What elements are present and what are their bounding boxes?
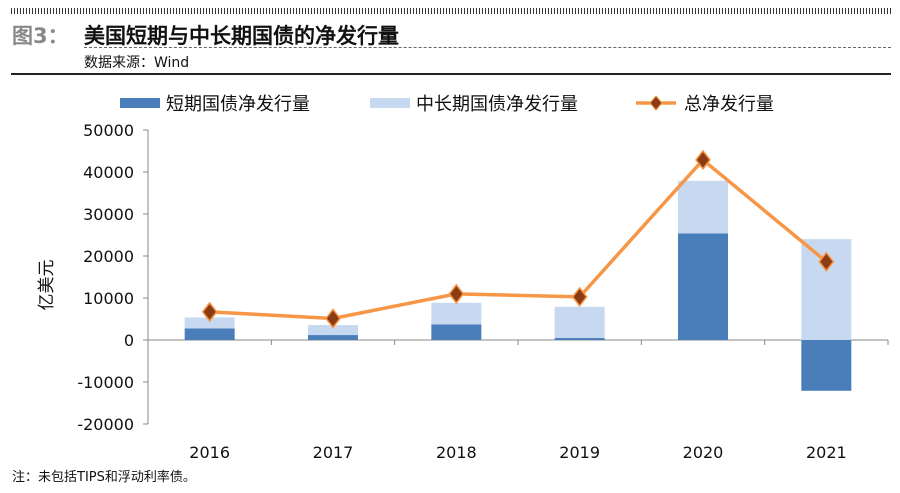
x-tick-label: 2018	[436, 443, 477, 462]
bar-long-term	[184, 317, 235, 329]
bar-long-term	[431, 302, 482, 325]
legend-marker-total	[649, 95, 663, 111]
top-decorative-bar	[11, 8, 891, 14]
bar-short-term	[184, 328, 235, 340]
y-tick-label: 50000	[83, 121, 134, 140]
bar-long-term	[554, 306, 605, 339]
chart-title: 美国短期与中长期国债的净发行量	[84, 24, 399, 48]
x-tick-label: 2017	[313, 443, 354, 462]
legend-swatch-short-term	[120, 98, 160, 108]
x-tick-label: 2021	[806, 443, 847, 462]
bar-long-term	[678, 180, 728, 234]
y-tick-label: 0	[124, 331, 134, 350]
source-text: 数据来源：Wind	[84, 55, 190, 71]
bar-short-term	[308, 335, 358, 340]
legend-label-long-term: 中长期国债净发行量	[416, 94, 578, 115]
total-marker	[201, 301, 218, 323]
legend-swatch-long-term	[370, 98, 410, 108]
divider	[11, 73, 891, 75]
total-marker	[325, 308, 341, 329]
total-marker	[571, 286, 588, 308]
total-marker	[448, 283, 465, 305]
bar-long-term	[308, 325, 358, 336]
y-tick-label: -20000	[77, 415, 134, 434]
legend-label-total: 总净发行量	[684, 94, 774, 115]
bar-short-term	[678, 233, 728, 340]
bar-short-term	[431, 324, 482, 340]
figure-label: 图3：	[12, 24, 69, 48]
total-marker	[695, 149, 711, 171]
y-tick-label: -10000	[77, 373, 134, 392]
y-tick-label: 30000	[83, 205, 134, 224]
bar-short-term	[801, 340, 852, 391]
divider	[84, 47, 891, 48]
y-axis-label: 亿美元	[37, 260, 57, 311]
footnote: 注：未包括TIPS和浮动利率债。	[12, 470, 196, 485]
bar-short-term	[554, 338, 605, 340]
y-tick-label: 20000	[83, 247, 134, 266]
x-tick-label: 2016	[189, 443, 230, 462]
x-tick-label: 2019	[559, 443, 600, 462]
legend-label-short-term: 短期国债净发行量	[166, 94, 310, 115]
total-marker	[818, 251, 835, 272]
total-line	[209, 157, 828, 321]
x-tick-label: 2020	[683, 443, 724, 462]
y-tick-label: 40000	[83, 163, 134, 182]
y-tick-label: 10000	[83, 289, 134, 308]
